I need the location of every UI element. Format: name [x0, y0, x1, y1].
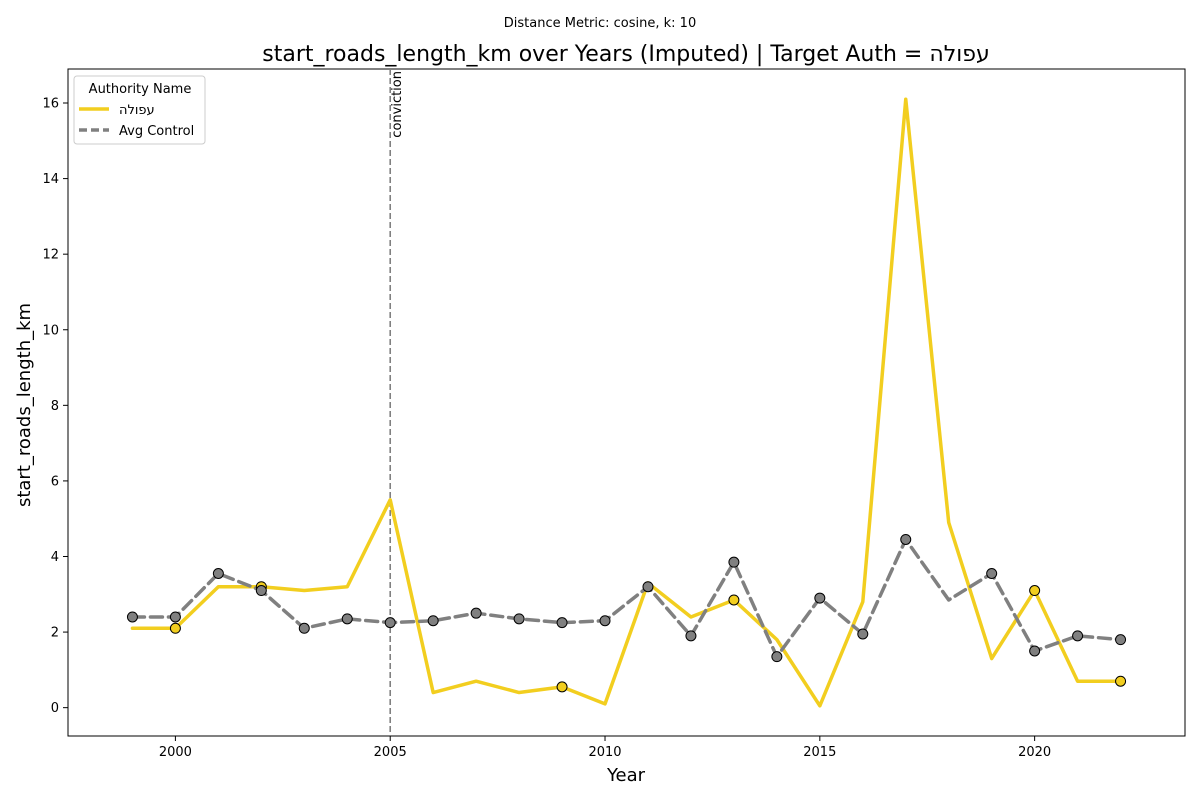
x-tick-label: 2010 [588, 745, 621, 760]
data-point-control [513, 613, 525, 625]
data-point-control [685, 630, 697, 642]
series-lines [130, 97, 1123, 708]
y-tick-label: 8 [51, 399, 59, 414]
legend-box [73, 75, 206, 145]
y-tick-label: 4 [51, 550, 59, 565]
data-point-target [169, 622, 181, 634]
data-point-control [341, 613, 353, 625]
y-tick-label: 2 [51, 626, 59, 641]
y-tick-label: 14 [42, 172, 59, 187]
y-tick-label: 10 [42, 323, 59, 338]
data-point-control [857, 628, 869, 640]
data-point-control [728, 556, 740, 568]
data-point-target [728, 594, 740, 606]
series-markers [126, 533, 1127, 693]
x-tick-label: 2020 [1018, 745, 1051, 760]
data-point-control [470, 607, 482, 619]
treatment-label: conviction [390, 71, 405, 138]
y-tick-label: 6 [51, 474, 59, 489]
data-point-control [126, 611, 138, 623]
data-point-control [298, 622, 310, 634]
data-point-target [556, 681, 568, 693]
data-point-control [384, 617, 396, 629]
y-tick-label: 12 [42, 248, 59, 263]
legend-label-control: Avg Control [119, 124, 194, 139]
x-tick-label: 2000 [159, 745, 192, 760]
legend: Authority Name עפולה Avg Control [73, 75, 206, 145]
data-point-control [427, 615, 439, 627]
chart-title: start_roads_length_km over Years (Impute… [262, 42, 990, 67]
series-line-target [130, 97, 1123, 708]
x-axis-title: Year [606, 765, 646, 786]
data-point-control [556, 617, 568, 629]
chart-subtitle: Distance Metric: cosine, k: 10 [504, 16, 696, 31]
data-point-control [814, 592, 826, 604]
data-point-control [255, 585, 267, 597]
plot-area [67, 68, 1186, 737]
data-point-target [1029, 585, 1041, 597]
data-point-control [642, 581, 654, 593]
data-point-control [212, 568, 224, 580]
data-point-control [169, 611, 181, 623]
axis-ticks: 2000 2005 2010 2015 2020 0 2 4 6 8 10 12 14 16 [42, 97, 1051, 760]
legend-title: Authority Name [89, 82, 192, 97]
treatment-marker: conviction [389, 69, 405, 736]
data-point-control [900, 533, 912, 545]
data-point-control [1115, 634, 1127, 646]
data-point-control [986, 568, 998, 580]
data-point-control [599, 615, 611, 627]
x-tick-label: 2015 [803, 745, 836, 760]
data-point-target [1115, 675, 1127, 687]
y-tick-label: 16 [42, 97, 59, 112]
data-point-control [1072, 630, 1084, 642]
x-tick-label: 2005 [374, 745, 407, 760]
series-line-control [130, 537, 1123, 659]
legend-label-target: עפולה [119, 103, 155, 118]
data-point-control [771, 651, 783, 663]
data-point-control [1029, 645, 1041, 657]
y-axis-title: start_roads_length_km [14, 303, 35, 507]
y-tick-label: 0 [51, 701, 59, 716]
